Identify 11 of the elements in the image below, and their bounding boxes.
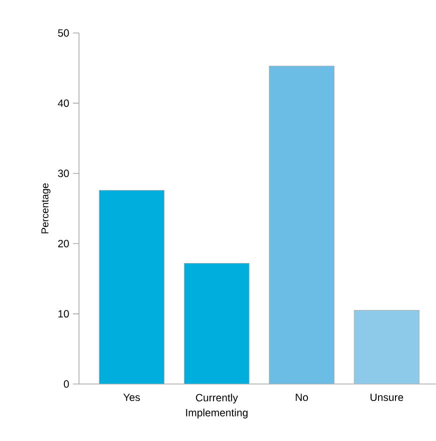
- x-tick-label: Currently Implementing: [186, 394, 248, 418]
- y-tick-label: 40: [58, 99, 69, 107]
- x-tick-label: Yes: [123, 394, 140, 402]
- y-axis-title: Percentage: [41, 183, 50, 234]
- x-tick-label: Unsure: [370, 394, 404, 402]
- y-tick-label: 30: [58, 170, 69, 178]
- y-tick-label: 50: [58, 29, 69, 37]
- y-tick-label: 10: [58, 310, 69, 318]
- y-tick-label: 0: [64, 380, 69, 388]
- y-tick-label: 20: [58, 240, 69, 248]
- x-tick-label: No: [296, 394, 308, 402]
